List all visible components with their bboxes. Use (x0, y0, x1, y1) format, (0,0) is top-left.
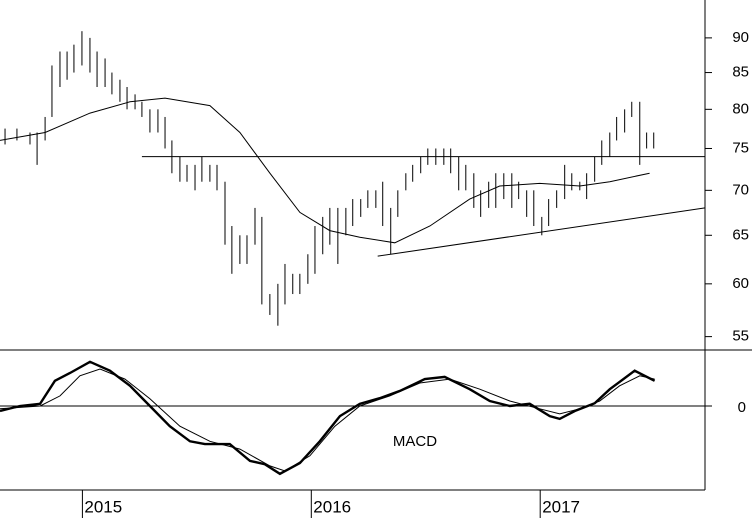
y-tick-label: 85 (732, 64, 749, 81)
y-tick-label: 80 (732, 100, 749, 117)
trend-line (377, 207, 706, 257)
macd-line (0, 368, 655, 472)
x-tick-label: 2015 (84, 497, 122, 516)
y-tick-label: 0 (738, 399, 746, 416)
x-tick-label: 2016 (313, 497, 351, 516)
macd-line (0, 360, 656, 476)
y-tick-label: 70 (732, 181, 749, 198)
y-tick-label: 75 (732, 139, 749, 156)
y-tick-label: 60 (732, 275, 749, 292)
y-tick-label: 90 (732, 29, 749, 46)
y-tick-label: 65 (732, 226, 749, 243)
x-tick-label: 2017 (542, 497, 580, 516)
moving-average (0, 97, 650, 244)
annotation: MACD (393, 433, 437, 450)
y-tick-label: 55 (732, 328, 749, 345)
